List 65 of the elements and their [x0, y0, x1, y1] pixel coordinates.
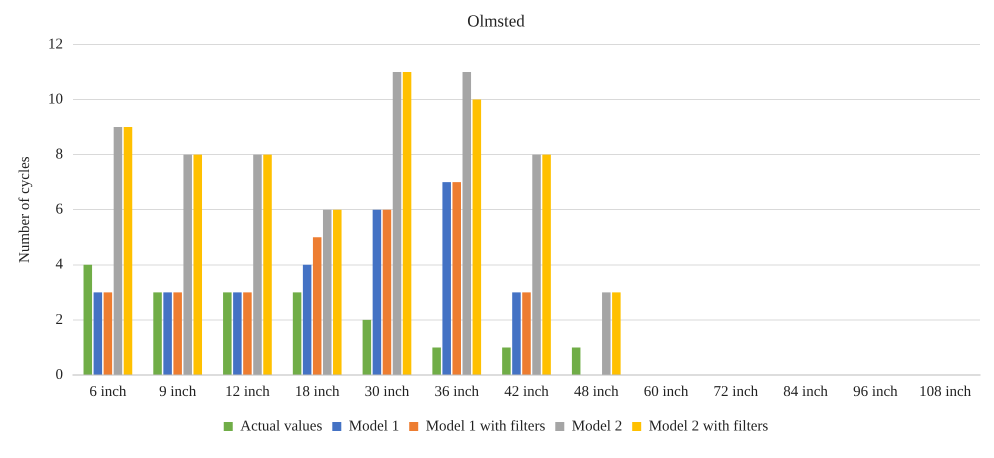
- bar: [362, 320, 372, 374]
- x-tick-label: 84 inch: [783, 384, 828, 400]
- bar: [382, 210, 392, 374]
- bar: [243, 292, 252, 374]
- x-tick-label: 60 inch: [644, 384, 689, 400]
- bar: [312, 237, 322, 374]
- bar: [114, 127, 122, 374]
- bar: [153, 292, 162, 374]
- bar: [124, 127, 132, 374]
- bar: [183, 154, 192, 374]
- bar: [512, 292, 521, 374]
- y-tick-label: 4: [56, 256, 64, 273]
- y-axis-title: Number of cycles: [16, 156, 33, 264]
- bar: [402, 72, 412, 374]
- bar: [452, 182, 461, 374]
- x-tick-label: 48 inch: [574, 384, 620, 400]
- y-tick-label: 10: [48, 91, 63, 108]
- x-tick-label: 30 inch: [364, 384, 410, 400]
- bar: [462, 72, 472, 374]
- bar: [94, 292, 102, 374]
- x-tick-label: 36 inch: [434, 384, 480, 400]
- x-tick-label: 12 inch: [225, 384, 270, 400]
- bar: [173, 292, 182, 374]
- bar: [233, 292, 242, 374]
- x-tick-label: 6 inch: [89, 384, 127, 400]
- bar: [163, 292, 172, 374]
- bar: [392, 72, 402, 374]
- y-tick-label: 8: [56, 146, 63, 163]
- bar: [612, 292, 621, 374]
- legend-label: Model 1: [348, 418, 400, 434]
- x-tick-label: 72 inch: [714, 384, 759, 400]
- bar: [223, 292, 232, 374]
- legend-label: Actual values: [240, 418, 322, 434]
- legend-label: Model 1 with filters: [426, 418, 546, 434]
- bar: [333, 210, 342, 374]
- bar: [292, 292, 302, 374]
- bar: [263, 154, 272, 374]
- bar: [302, 264, 312, 374]
- y-tick-label: 12: [48, 36, 63, 52]
- bar: [253, 154, 262, 374]
- x-tick-label: 96 inch: [853, 384, 898, 400]
- bar: [372, 210, 382, 374]
- chart-title: Olmsted: [467, 12, 526, 31]
- bar: [193, 154, 202, 374]
- bar: [502, 347, 511, 374]
- legend-label: Model 2: [572, 418, 622, 434]
- y-tick-label: 6: [56, 202, 64, 218]
- legend-label: Model 2 with filters: [648, 418, 768, 434]
- bar: [472, 100, 482, 374]
- bar: [542, 154, 551, 374]
- bar: [532, 154, 541, 374]
- bar: [84, 264, 92, 374]
- x-tick-label: 108 inch: [919, 384, 972, 400]
- bar: [322, 210, 332, 374]
- x-tick-label: 42 inch: [504, 384, 550, 400]
- bar: [572, 347, 580, 374]
- bar: [104, 292, 112, 374]
- bar: [442, 182, 451, 374]
- bar: [522, 292, 531, 374]
- bar: [432, 347, 441, 374]
- bar: [602, 292, 611, 374]
- x-tick-label: 18 inch: [294, 384, 340, 400]
- x-tick-label: 9 inch: [159, 384, 197, 400]
- y-tick-label: 0: [56, 366, 63, 383]
- y-tick-label: 2: [56, 312, 63, 328]
